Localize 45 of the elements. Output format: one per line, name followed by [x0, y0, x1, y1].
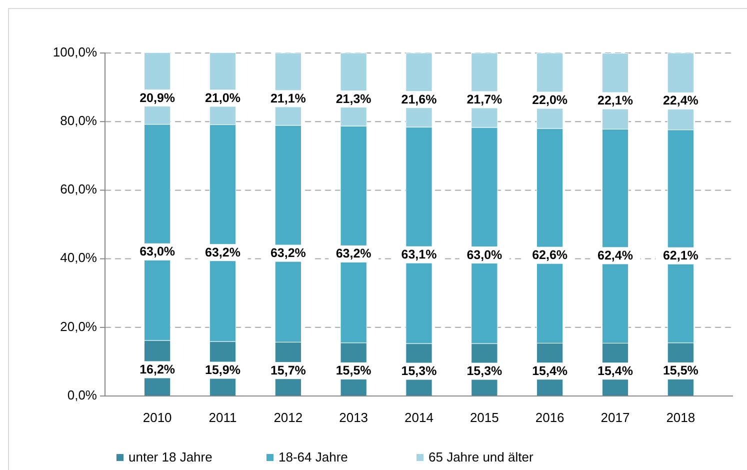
data-label: 21,1%: [270, 91, 306, 106]
data-label: 15,5%: [662, 364, 698, 378]
data-label: 15,5%: [336, 364, 372, 378]
data-label: 15,9%: [205, 363, 240, 378]
data-label: 22,4%: [662, 94, 698, 108]
data-label: 63,2%: [205, 245, 240, 260]
data-label: 22,1%: [598, 94, 633, 108]
data-label: 21,7%: [466, 92, 502, 107]
legend-label: unter 18 Jahre: [128, 449, 212, 464]
x-tick-label: 2013: [339, 410, 368, 425]
x-tick-label: 2010: [142, 410, 172, 425]
data-label: 63,0%: [466, 248, 502, 262]
y-tick-label: 80,0%: [60, 113, 98, 128]
x-tick-label: 2012: [274, 410, 303, 425]
legend-label: 65 Jahre und älter: [428, 449, 534, 464]
data-label: 21,6%: [401, 92, 437, 106]
data-label: 21,3%: [336, 92, 372, 106]
data-label: 63,1%: [401, 248, 437, 262]
data-label: 62,1%: [662, 248, 698, 263]
data-label: 15,7%: [270, 363, 306, 378]
x-tick-label: 2014: [404, 410, 434, 425]
y-tick-label: 40,0%: [60, 250, 98, 266]
x-tick-label: 2016: [535, 410, 564, 425]
data-label: 15,4%: [598, 364, 633, 378]
data-label: 63,0%: [140, 244, 176, 259]
y-tick-label: 0,0%: [67, 387, 98, 402]
data-label: 16,2%: [140, 362, 176, 377]
data-label: 22,0%: [532, 93, 568, 108]
x-tick-label: 2018: [666, 410, 696, 425]
y-tick-label: 20,0%: [60, 318, 98, 334]
data-label: 63,2%: [270, 246, 306, 260]
data-label: 63,2%: [336, 246, 372, 261]
data-label: 20,9%: [140, 90, 176, 105]
data-label: 21,0%: [205, 90, 240, 105]
data-label: 15,4%: [532, 364, 568, 378]
data-label: 15,3%: [466, 364, 502, 378]
legend-label: 18-64 Jahre: [278, 449, 348, 464]
data-label: 62,6%: [532, 248, 568, 262]
x-tick-label: 2011: [208, 410, 237, 425]
data-label: 15,3%: [401, 364, 437, 378]
y-tick-label: 60,0%: [60, 182, 98, 197]
x-tick-label: 2017: [600, 410, 630, 425]
y-tick-label: 100,0%: [52, 44, 98, 60]
data-label: 62,4%: [598, 248, 633, 262]
x-tick-label: 2015: [470, 410, 499, 425]
